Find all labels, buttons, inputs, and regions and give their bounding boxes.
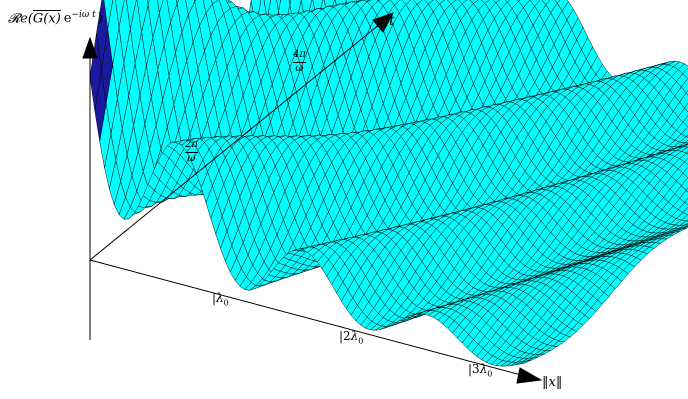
space-tick-3: |3λ0 [468,362,493,379]
vertical-axis-label: 𝓡e(G(x) e−iω t) [8,10,103,27]
vertical-label-exponent: −iω t [71,10,96,20]
vertical-label-suffix: ) [97,11,103,27]
mesh-cell [147,0,150,5]
wave-surface-mesh [89,0,688,367]
time-tick-4pi-num: 4π [293,49,306,60]
space-axis-label: ‖x‖ [542,375,563,390]
time-tick-2pi-num: 2π [185,139,198,150]
space-tick-1: |λ0 [212,291,229,308]
space-tick-2-sub: 0 [358,336,364,346]
time-tick-4pi-den: ω [295,62,304,74]
space-axis-line [89,259,526,377]
time-axis-arrow [372,12,395,33]
time-axis-label: t [389,13,395,29]
mesh-cell [210,0,219,5]
space-tick-2: |2λ0 [339,329,364,346]
vertical-axis-arrow [82,36,98,59]
axes [82,12,543,384]
time-axis-line [89,23,381,261]
space-tick-1-sub: 0 [223,298,229,308]
mesh-cell [288,0,292,6]
time-tick-2pi-den: ω [187,152,196,164]
space-tick-2-sym: λ [350,329,359,343]
vertical-label-e: e [63,11,72,27]
space-tick-2-mult: 2 [343,329,351,343]
space-axis-arrow [516,367,543,384]
space-tick-3-sym: λ [479,362,488,376]
space-tick-3-sub: 0 [487,369,493,379]
time-tick-4pi: 4π ω [293,49,306,74]
space-tick-1-sym: λ [216,291,224,305]
space-tick-3-mult: 3 [472,362,480,376]
vertical-label-overlined: G(x) [32,11,61,27]
time-tick-2pi: 2π ω [185,139,198,164]
vertical-label-prefix: 𝓡e( [8,11,33,27]
mesh-cell [89,33,102,111]
